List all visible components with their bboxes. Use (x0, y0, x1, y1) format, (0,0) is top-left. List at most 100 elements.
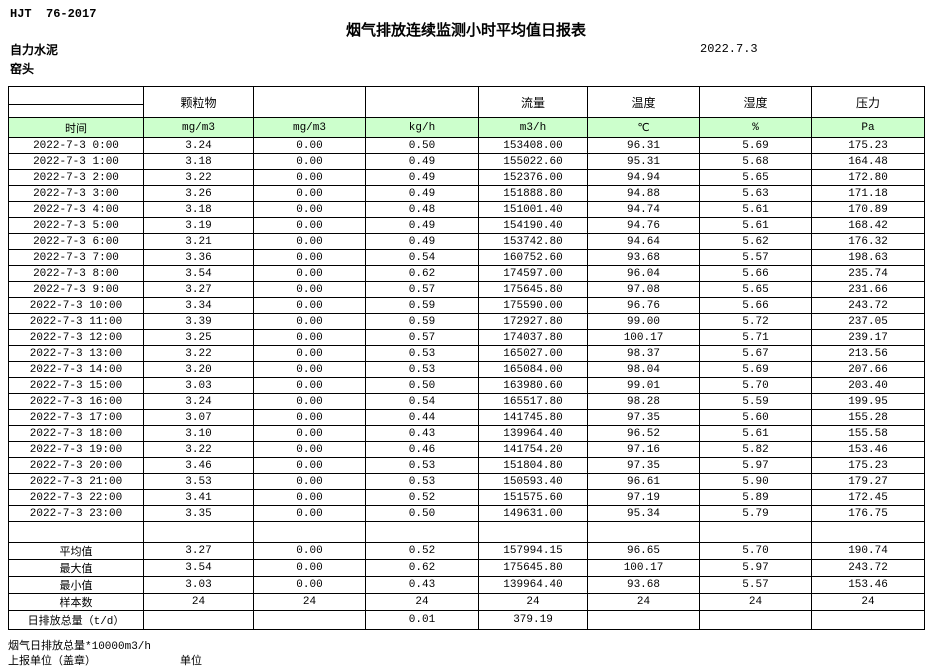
value-cell: 0.54 (365, 249, 479, 266)
value-cell: 231.66 (811, 281, 925, 298)
value-cell: 0.49 (365, 185, 479, 202)
value-cell: 3.27 (143, 542, 254, 560)
value-cell: 94.64 (587, 233, 700, 250)
value-cell: 98.28 (587, 393, 700, 410)
value-cell: 172.80 (811, 169, 925, 186)
data-row: 2022-7-3 18:00 3.10 0.00 0.43 139964.40 96.52… (8, 425, 925, 442)
unit-field-label: 单位 (180, 656, 202, 668)
value-cell: 0.00 (253, 169, 366, 186)
value-cell: 207.66 (811, 361, 925, 378)
value-cell: 0.00 (253, 489, 366, 506)
value-cell: 96.61 (587, 473, 700, 490)
standard-code: HJT 76-2017 (10, 7, 97, 21)
value-cell: 0.00 (253, 137, 366, 154)
value-cell: 0.00 (253, 297, 366, 314)
value-cell: 0.57 (365, 281, 479, 298)
data-row-label: 2022-7-3 19:00 (8, 441, 144, 458)
data-row-label: 2022-7-3 3:00 (8, 185, 144, 202)
summary-row-label: 最大值 (8, 559, 144, 577)
value-cell: 3.36 (143, 249, 254, 266)
value-cell: 96.76 (587, 297, 700, 314)
value-cell: 155022.60 (478, 153, 588, 170)
value-cell: 3.26 (143, 185, 254, 202)
value-cell (811, 610, 925, 630)
data-row: 2022-7-3 3:00 3.26 0.00 0.49 151888.80 94.88 5… (8, 185, 925, 202)
data-row: 2022-7-3 23:00 3.35 0.00 0.50 149631.00 95.34… (8, 505, 925, 522)
value-cell: 3.35 (143, 505, 254, 522)
data-row: 2022-7-3 12:00 3.25 0.00 0.57 174037.80 100.1… (8, 329, 925, 346)
value-cell (699, 610, 812, 630)
value-cell: 151804.80 (478, 457, 588, 474)
value-cell: 165517.80 (478, 393, 588, 410)
value-cell: 99.01 (587, 377, 700, 394)
unit-mgm3-1: mg/m3 (143, 117, 254, 138)
value-cell: 5.71 (699, 329, 812, 346)
value-cell: 5.62 (699, 233, 812, 250)
value-cell: 5.57 (699, 576, 812, 594)
value-cell: 0.54 (365, 393, 479, 410)
header-temperature: 温度 (587, 86, 700, 118)
value-cell: 153.46 (811, 441, 925, 458)
value-cell: 5.66 (699, 297, 812, 314)
value-cell: 0.00 (253, 576, 366, 594)
value-cell (253, 521, 366, 543)
value-cell: 0.57 (365, 329, 479, 346)
data-row-label: 2022-7-3 0:00 (8, 137, 144, 154)
value-cell: 0.00 (253, 361, 366, 378)
value-cell: 0.00 (253, 425, 366, 442)
data-row: 2022-7-3 2:00 3.22 0.00 0.49 152376.00 94.94 5… (8, 169, 925, 186)
value-cell: 5.69 (699, 361, 812, 378)
summary-row: 平均值 3.27 0.00 0.52 157994.15 96.65 5.70 190.74 (8, 542, 925, 560)
value-cell: 99.00 (587, 313, 700, 330)
value-cell: 0.00 (253, 153, 366, 170)
data-row: 2022-7-3 17:00 3.07 0.00 0.44 141745.80 97.35… (8, 409, 925, 426)
data-row: 2022-7-3 13:00 3.22 0.00 0.53 165027.00 98.37… (8, 345, 925, 362)
value-cell: 0.43 (365, 576, 479, 594)
value-cell: 0.50 (365, 377, 479, 394)
value-cell: 100.17 (587, 559, 700, 577)
data-row-label: 2022-7-3 18:00 (8, 425, 144, 442)
value-cell: 0.53 (365, 473, 479, 490)
value-cell (587, 610, 700, 630)
value-cell: 0.00 (253, 345, 366, 362)
value-cell: 198.63 (811, 249, 925, 266)
value-cell: 0.52 (365, 542, 479, 560)
value-cell: 172.45 (811, 489, 925, 506)
value-cell: 5.89 (699, 489, 812, 506)
company-name: 自力水泥 (10, 44, 59, 58)
data-row: 2022-7-3 5:00 3.19 0.00 0.49 154190.40 94.76 5… (8, 217, 925, 234)
data-row: 2022-7-3 4:00 3.18 0.00 0.48 151001.40 94.74 5… (8, 201, 925, 218)
value-cell: 235.74 (811, 265, 925, 282)
value-cell: 151001.40 (478, 201, 588, 218)
value-cell: 5.68 (699, 153, 812, 170)
value-cell: 95.34 (587, 505, 700, 522)
value-cell: 97.08 (587, 281, 700, 298)
value-cell: 0.00 (253, 457, 366, 474)
value-cell: 175.23 (811, 457, 925, 474)
value-cell: 0.00 (253, 217, 366, 234)
data-row-label: 2022-7-3 4:00 (8, 201, 144, 218)
data-row: 2022-7-3 6:00 3.21 0.00 0.49 153742.80 94.64 5… (8, 233, 925, 250)
value-cell: 0.00 (253, 441, 366, 458)
value-cell: 5.70 (699, 542, 812, 560)
value-cell: 0.00 (253, 201, 366, 218)
data-row-label: 2022-7-3 11:00 (8, 313, 144, 330)
value-cell: 168.42 (811, 217, 925, 234)
value-cell: 379.19 (478, 610, 588, 630)
value-cell: 243.72 (811, 297, 925, 314)
value-cell: 96.65 (587, 542, 700, 560)
data-row-label: 2022-7-3 13:00 (8, 345, 144, 362)
value-cell: 24 (253, 593, 366, 611)
value-cell: 199.95 (811, 393, 925, 410)
value-cell: 5.66 (699, 265, 812, 282)
value-cell: 3.10 (143, 425, 254, 442)
value-cell (587, 521, 700, 543)
value-cell: 24 (143, 593, 254, 611)
value-cell: 176.75 (811, 505, 925, 522)
value-cell: 203.40 (811, 377, 925, 394)
data-row: 2022-7-3 15:00 3.03 0.00 0.50 163980.60 99.01… (8, 377, 925, 394)
value-cell: 154190.40 (478, 217, 588, 234)
data-row: 2022-7-3 1:00 3.18 0.00 0.49 155022.60 95.31 5… (8, 153, 925, 170)
value-cell: 0.00 (253, 377, 366, 394)
value-cell: 0.48 (365, 201, 479, 218)
